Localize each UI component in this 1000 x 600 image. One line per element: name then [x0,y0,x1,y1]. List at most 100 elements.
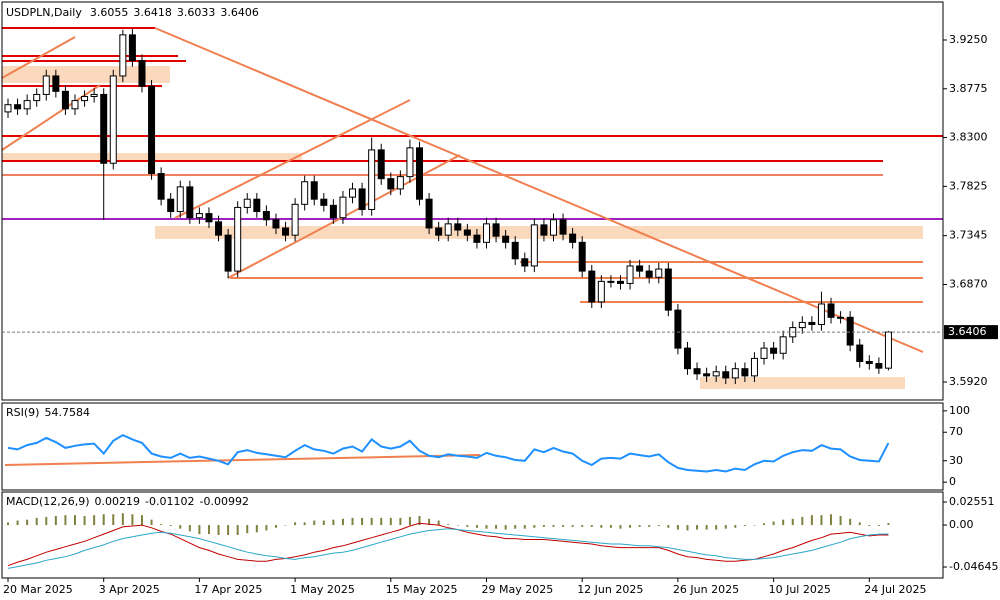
histogram-bar [858,522,861,526]
candle-body [530,224,538,267]
histogram-bar [868,525,871,526]
histogram-bar [629,525,632,528]
candle-body [703,373,711,377]
candle-body [483,223,490,243]
x-tick-label: 12 Jun 2025 [577,583,643,596]
y-tick-label: 3.6870 [949,277,988,290]
y-tick-label: 3.7345 [949,229,988,242]
candle-body [674,309,682,349]
macd-title: MACD(12,26,9) 0.00219 -0.01102 -0.00992 [6,495,249,508]
x-tick-label: 20 Mar 2025 [3,583,73,596]
price-tag-label: 3.6406 [948,325,987,338]
candle-body [329,204,337,219]
candle-body [377,149,385,180]
histogram-bar [724,525,727,529]
candle-body [349,188,357,198]
macd-value: 0.00219 [95,495,141,508]
histogram-bar [294,522,297,526]
candle-body [301,181,309,205]
candle-body [779,336,787,354]
histogram-bar [54,516,57,526]
histogram-bar [45,516,48,526]
histogram-bar [64,515,67,526]
candle-body [827,303,835,318]
rsi-panel [1,402,944,491]
candle-body [291,203,299,236]
histogram-bar [207,525,210,535]
histogram-bar [332,519,335,526]
histogram-bar [83,516,86,526]
histogram-bar [667,525,670,528]
candle-body [588,270,596,303]
histogram-bar [619,525,622,529]
candle-body [607,280,615,283]
histogram-bar [179,525,182,529]
candle-body [387,178,395,190]
candle-body [253,198,261,213]
histogram-bar [361,517,364,526]
candle-body [808,321,816,326]
candle-body [71,100,79,110]
candle-body [865,360,873,365]
zone [155,226,923,239]
histogram-bar [112,514,115,526]
histogram-bar [877,525,880,526]
candle-body [148,85,156,175]
candle-body [875,363,883,369]
histogram-bar [227,525,230,535]
histogram-bar [820,515,823,526]
histogram-bar [475,525,478,528]
histogram-bar [351,517,354,526]
candle-body [770,347,778,354]
histogram-bar [447,524,450,526]
histogram-bar [581,525,584,527]
candle-body [645,270,653,278]
histogram-bar [322,520,325,526]
candle-body [119,34,127,77]
trendline [4,454,481,466]
candle-body [320,198,328,206]
histogram-bar [16,520,19,526]
histogram-bar [255,525,258,533]
candle-body [837,316,845,319]
candle-body [616,280,624,284]
histogram-bar [284,525,287,526]
histogram-bar [73,515,76,526]
candle-body [109,75,117,164]
histogram-bar [303,522,306,526]
candle-body [368,149,376,210]
histogram-bar [801,516,804,526]
candle-body [693,368,701,375]
macd-panel [1,491,944,579]
x-tick-label: 24 Jul 2025 [864,583,926,596]
histogram-bar [514,525,517,529]
histogram-bar [131,514,134,526]
histogram-bar [418,516,421,526]
candle-body [396,176,404,190]
y-tick-label: 3.8300 [949,131,988,144]
histogram-bar [676,525,679,530]
y-tick-label: 0 [949,475,956,488]
candle-body [511,241,519,260]
candle-body [817,303,825,326]
macd-line [7,522,889,567]
histogram-bar [389,517,392,526]
candle-body [205,213,213,223]
rsi-title: RSI(9) 54.7584 [6,406,90,419]
candle-body [559,219,567,235]
candle-body [597,280,605,303]
trendline [174,99,411,219]
histogram-bar [466,525,469,527]
histogram-bar [495,525,498,529]
candle-body [234,206,242,272]
y-tick-label: 3.8775 [949,82,988,95]
rsi-line [7,433,890,473]
macd-line [7,528,889,569]
histogram-bar [523,525,526,529]
histogram-bar [743,525,746,526]
histogram-bar [686,525,689,531]
candle-body [502,235,510,243]
candle-body [81,95,89,102]
candle-body [176,186,184,213]
candle-body [215,221,223,236]
